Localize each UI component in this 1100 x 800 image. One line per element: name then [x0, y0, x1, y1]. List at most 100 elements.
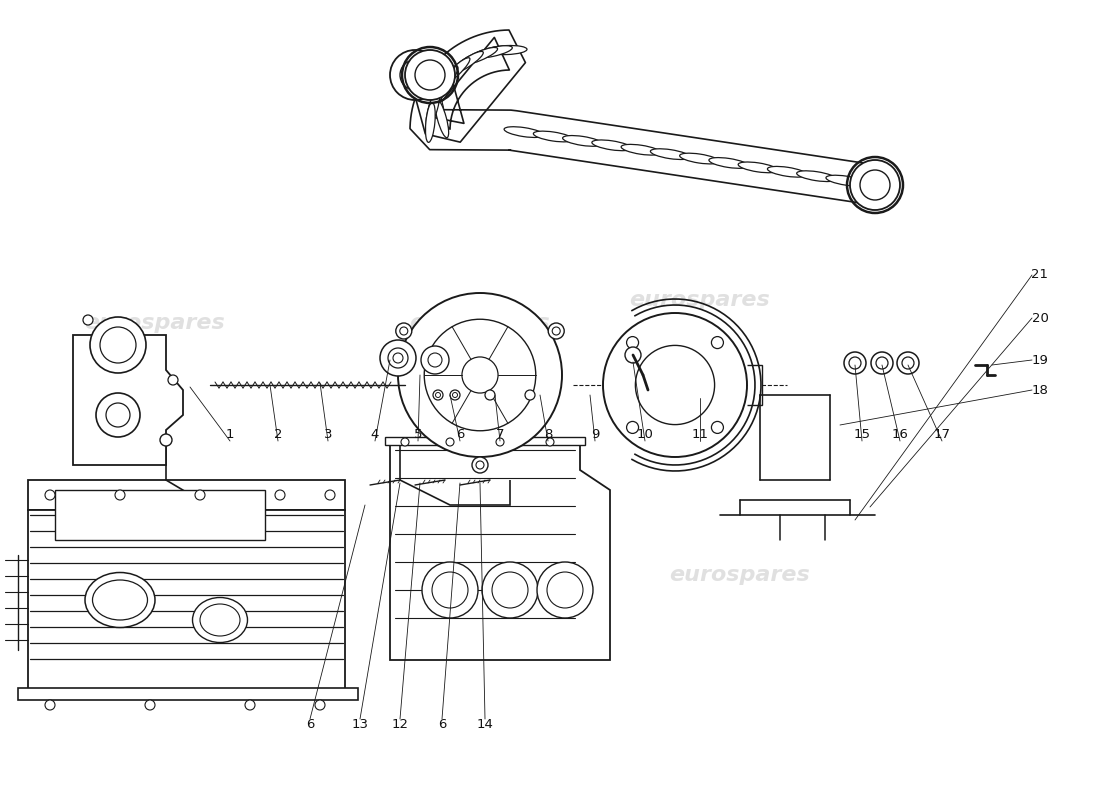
Text: 16: 16 [892, 429, 909, 442]
Circle shape [476, 461, 484, 469]
Circle shape [712, 337, 724, 349]
Circle shape [275, 490, 285, 500]
Ellipse shape [680, 153, 719, 164]
Ellipse shape [440, 58, 470, 86]
Ellipse shape [450, 51, 483, 74]
Ellipse shape [796, 171, 836, 182]
Text: 6: 6 [438, 718, 447, 731]
Circle shape [324, 490, 336, 500]
Circle shape [849, 357, 861, 369]
Circle shape [421, 346, 449, 374]
Text: 2: 2 [274, 429, 283, 442]
Text: 13: 13 [352, 718, 368, 731]
Text: 4: 4 [371, 429, 380, 442]
Ellipse shape [433, 66, 458, 99]
Polygon shape [28, 480, 345, 510]
Text: 10: 10 [637, 429, 653, 442]
Ellipse shape [738, 162, 778, 173]
Text: eurospares: eurospares [85, 565, 226, 585]
Circle shape [446, 438, 454, 446]
Circle shape [871, 352, 893, 374]
Circle shape [168, 375, 178, 385]
Circle shape [82, 315, 94, 325]
Circle shape [195, 490, 205, 500]
Circle shape [400, 60, 430, 90]
Circle shape [390, 50, 440, 100]
Circle shape [547, 572, 583, 608]
Circle shape [452, 393, 458, 398]
Text: 15: 15 [854, 429, 870, 442]
Circle shape [552, 327, 560, 335]
Ellipse shape [85, 573, 155, 627]
Ellipse shape [427, 70, 441, 108]
Circle shape [712, 422, 724, 434]
Text: 20: 20 [1032, 311, 1048, 325]
Text: 21: 21 [1032, 269, 1048, 282]
Ellipse shape [424, 56, 437, 94]
Circle shape [160, 434, 172, 446]
Ellipse shape [487, 46, 527, 54]
Circle shape [436, 393, 440, 398]
Bar [18, 688, 358, 700]
Circle shape [492, 572, 528, 608]
Circle shape [90, 317, 146, 373]
Ellipse shape [92, 580, 147, 620]
Ellipse shape [650, 149, 690, 159]
Circle shape [636, 346, 715, 425]
Circle shape [145, 700, 155, 710]
Polygon shape [28, 510, 345, 695]
Circle shape [433, 390, 443, 400]
Circle shape [603, 313, 747, 457]
Circle shape [625, 347, 641, 363]
Circle shape [415, 60, 446, 90]
Ellipse shape [461, 47, 497, 65]
Circle shape [546, 438, 554, 446]
Polygon shape [390, 440, 611, 660]
Circle shape [425, 319, 536, 430]
Ellipse shape [534, 131, 573, 142]
Text: 5: 5 [414, 429, 422, 442]
Circle shape [627, 422, 639, 434]
Bar [385, 437, 585, 445]
Polygon shape [73, 335, 183, 465]
Polygon shape [747, 365, 762, 405]
Text: 7: 7 [496, 429, 504, 442]
Text: 6: 6 [306, 718, 315, 731]
Bar [55, 490, 265, 540]
Circle shape [496, 438, 504, 446]
Circle shape [379, 340, 416, 376]
Ellipse shape [768, 166, 807, 177]
Ellipse shape [426, 102, 436, 142]
Circle shape [482, 562, 538, 618]
Circle shape [398, 293, 562, 457]
Ellipse shape [431, 84, 444, 123]
Ellipse shape [426, 89, 440, 128]
Circle shape [96, 393, 140, 437]
Ellipse shape [200, 604, 240, 636]
Circle shape [627, 337, 639, 349]
Text: eurospares: eurospares [409, 313, 550, 333]
Ellipse shape [504, 126, 543, 138]
Text: 17: 17 [934, 429, 950, 442]
Circle shape [525, 390, 535, 400]
Circle shape [472, 457, 488, 473]
Circle shape [405, 50, 455, 100]
Circle shape [399, 327, 408, 335]
Circle shape [485, 390, 495, 400]
Text: 18: 18 [1032, 383, 1048, 397]
Circle shape [450, 390, 460, 400]
Circle shape [860, 170, 890, 200]
Ellipse shape [855, 180, 894, 190]
Ellipse shape [592, 140, 631, 150]
Circle shape [116, 490, 125, 500]
Ellipse shape [621, 144, 661, 155]
Circle shape [850, 160, 900, 210]
Circle shape [100, 327, 136, 363]
Circle shape [422, 562, 478, 618]
Text: 19: 19 [1032, 354, 1048, 366]
Text: eurospares: eurospares [430, 565, 571, 585]
Circle shape [428, 353, 442, 367]
Text: 9: 9 [591, 429, 600, 442]
Circle shape [462, 357, 498, 393]
Ellipse shape [473, 46, 513, 58]
